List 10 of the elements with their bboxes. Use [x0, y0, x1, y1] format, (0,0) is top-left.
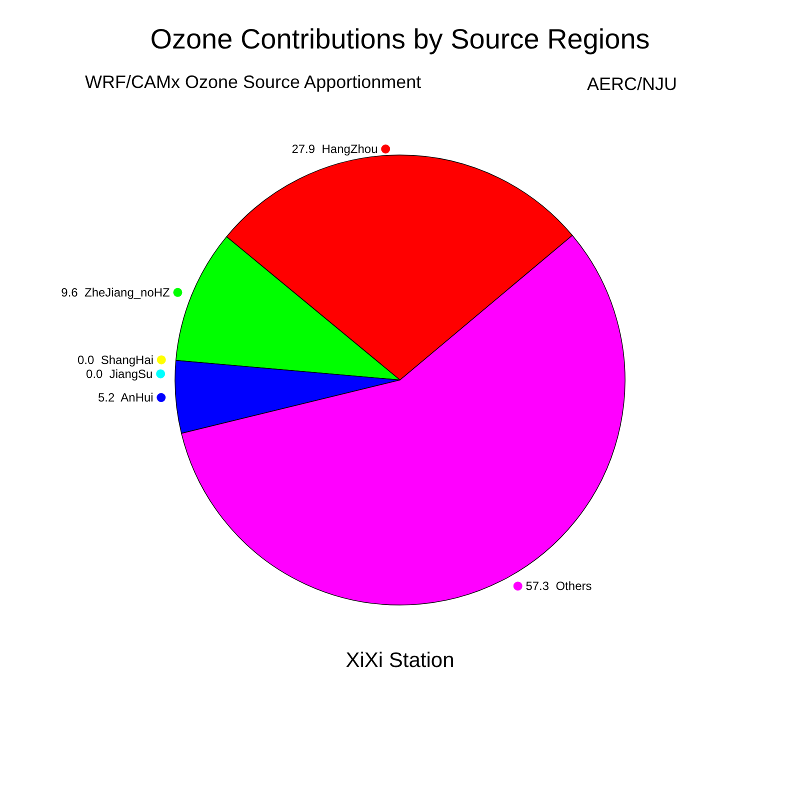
- chart-subtitle: WRF/CAMx Ozone Source Apportionment: [85, 72, 422, 92]
- legend-label: 0.0 JiangSu: [86, 366, 156, 381]
- text: AERC/NJU: [587, 74, 678, 94]
- slice-label: 57.3 Others: [522, 579, 592, 594]
- legend-label: 9.6 ZheJiang_noHZ: [61, 285, 174, 300]
- legend-label: 27.9 HangZhou: [292, 142, 382, 156]
- text: XiXi Station: [346, 649, 454, 672]
- chart-title: Ozone Contributions by Source Regions: [150, 24, 650, 54]
- legend-label: 0.0 ShangHai: [77, 352, 157, 367]
- legend-label: 5.2 AnHui: [98, 390, 157, 405]
